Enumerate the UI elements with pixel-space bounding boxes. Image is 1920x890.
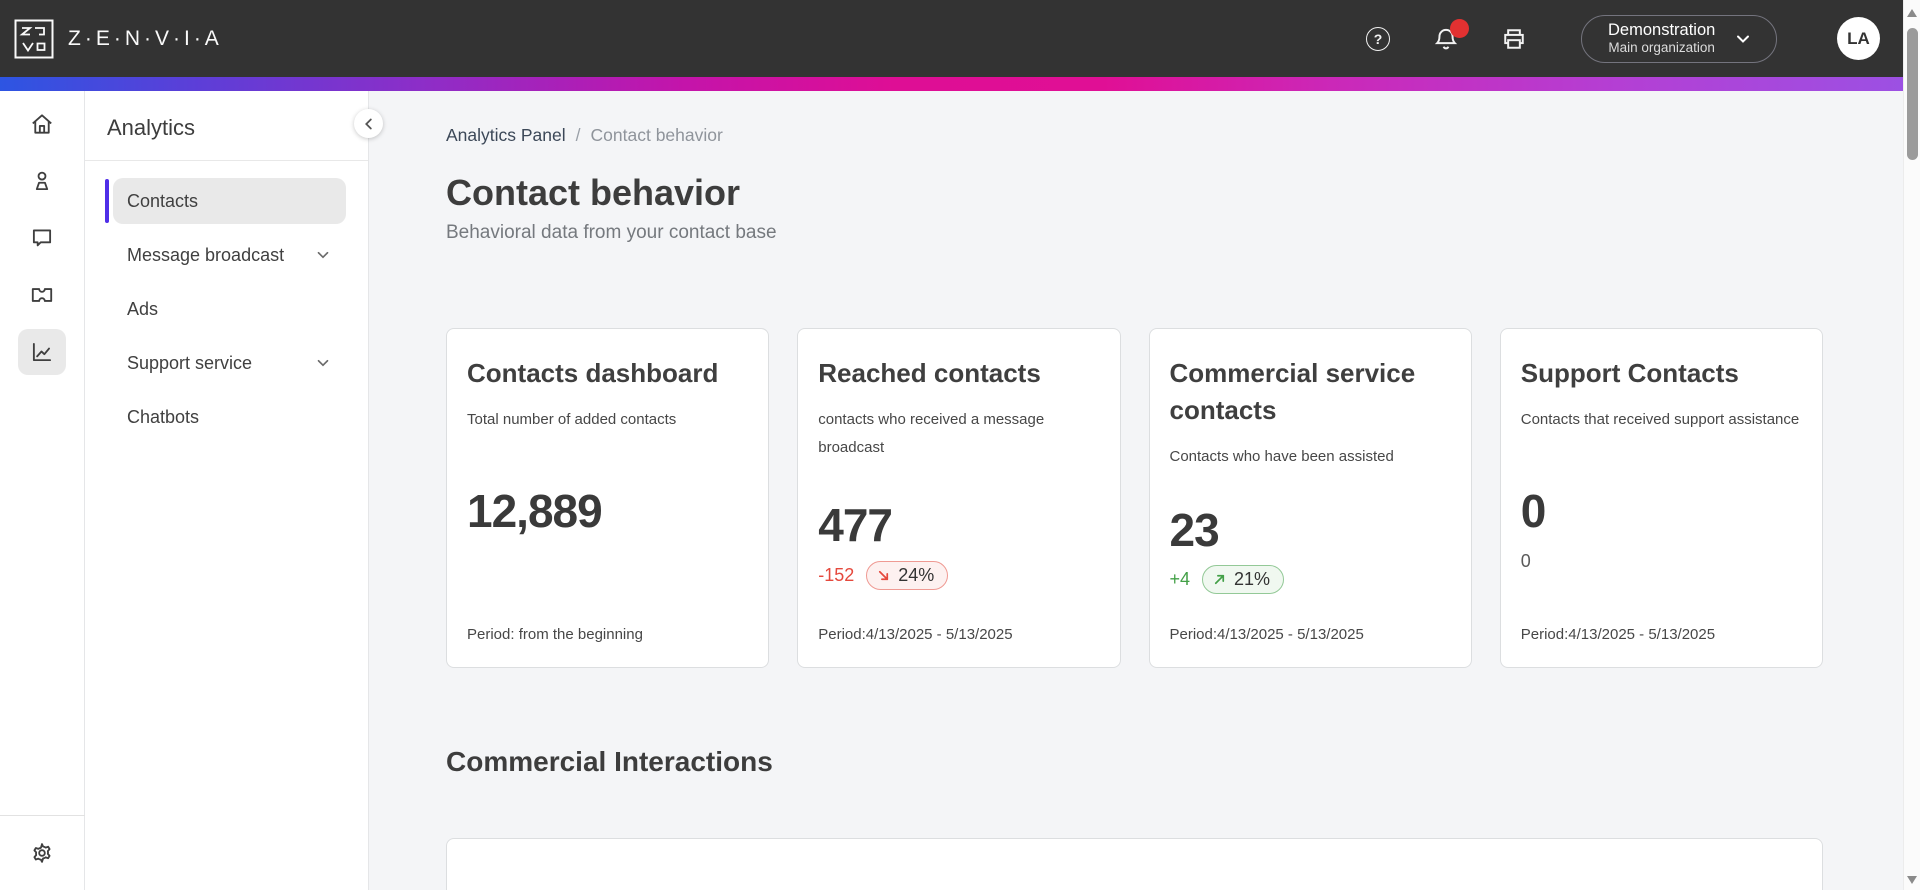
section-title-commercial-interactions: Commercial Interactions bbox=[446, 746, 773, 777]
chat-icon bbox=[32, 229, 52, 247]
arrow-down-right-icon bbox=[879, 570, 889, 581]
card-title: Contacts dashboard bbox=[467, 358, 719, 388]
analytics-menu: Contacts Message broadcast Ads Support s… bbox=[105, 178, 346, 440]
organization-name: Demonstration bbox=[1608, 20, 1716, 39]
printer-icon bbox=[1504, 28, 1524, 49]
scrollbar-down-arrow[interactable] bbox=[1907, 876, 1917, 884]
rail-item-contacts[interactable] bbox=[18, 158, 66, 204]
card-period: Period:4/13/2025 - 5/13/2025 bbox=[1169, 626, 1364, 643]
person-icon bbox=[35, 171, 49, 191]
scrollbar-thumb[interactable] bbox=[1907, 28, 1918, 160]
sidebar-item-message-broadcast[interactable]: Message broadcast bbox=[113, 232, 346, 278]
sidebar-item-ads[interactable]: Ads bbox=[113, 286, 346, 332]
sidebar-item-support-service[interactable]: Support service bbox=[113, 340, 346, 386]
sidebar-item-label: Ads bbox=[127, 298, 159, 319]
card-period: Period:4/13/2025 - 5/13/2025 bbox=[1520, 626, 1716, 643]
card-description: Total number of added contacts bbox=[467, 410, 677, 428]
card-value: 0 bbox=[1520, 485, 1547, 538]
rail-bottom-section bbox=[0, 815, 85, 890]
home-icon bbox=[32, 114, 52, 134]
trend-badge-up: 21% bbox=[1202, 565, 1285, 595]
badge-percent: 24% bbox=[898, 564, 935, 585]
card-delta-row: 0 bbox=[1521, 546, 1802, 576]
analytics-sidebar: Analytics Contacts Message broadcast Ads… bbox=[85, 91, 383, 890]
delta-value: 0 bbox=[1520, 550, 1531, 571]
organization-subtitle: Main organization bbox=[1608, 40, 1715, 56]
top-bar: Z·E·N·V·I·A ? bbox=[0, 0, 1920, 77]
rail-item-home[interactable] bbox=[18, 101, 66, 147]
card-title: Commercial service contacts bbox=[1169, 358, 1416, 425]
card-reached-contacts: Reached contacts contacts who received a… bbox=[797, 328, 1121, 668]
header-actions: ? Demonstration Main organiza bbox=[1361, 14, 1880, 63]
card-delta-row: -152 24% bbox=[818, 560, 1099, 590]
breadcrumb-current: Contact behavior bbox=[590, 125, 723, 145]
sidebar-item-chatbots[interactable]: Chatbots bbox=[113, 394, 346, 440]
scrollbar-up-arrow[interactable] bbox=[1907, 9, 1917, 17]
settings-button[interactable] bbox=[18, 830, 66, 876]
delta-value: -152 bbox=[818, 564, 855, 585]
card-title: Support Contacts bbox=[1520, 358, 1739, 388]
sidebar-collapse-button[interactable] bbox=[354, 109, 383, 138]
arrow-up-right-icon bbox=[1214, 575, 1225, 585]
breadcrumb: Analytics Panel / Contact behavior bbox=[446, 125, 1823, 146]
card-description: Contacts that received support assistanc… bbox=[1520, 410, 1800, 428]
icon-rail bbox=[0, 91, 85, 890]
organization-switcher[interactable]: Demonstration Main organization bbox=[1581, 14, 1777, 63]
breadcrumb-parent-link[interactable]: Analytics Panel bbox=[446, 125, 566, 145]
card-description: Contacts who have been assisted bbox=[1169, 447, 1394, 465]
chevron-down-icon bbox=[317, 359, 329, 367]
card-value: 12,889 bbox=[467, 485, 603, 538]
sidebar-divider bbox=[85, 160, 368, 161]
gear-icon bbox=[33, 843, 51, 863]
chevron-down-icon bbox=[317, 251, 329, 259]
card-description: contacts who received a message broadcas… bbox=[818, 410, 1045, 457]
user-avatar[interactable]: LA bbox=[1837, 17, 1880, 60]
ticket-icon bbox=[31, 288, 53, 302]
sidebar-item-label: Message broadcast bbox=[127, 244, 285, 265]
card-period: Period:4/13/2025 - 5/13/2025 bbox=[818, 626, 1013, 643]
card-commercial-service-contacts: Commercial service contacts Contacts who… bbox=[1148, 328, 1472, 668]
main-content: Analytics Panel / Contact behavior Conta… bbox=[369, 91, 1903, 890]
card-value: 477 bbox=[818, 499, 893, 552]
card-delta-row bbox=[467, 546, 748, 576]
help-icon: ? bbox=[1366, 26, 1390, 51]
commercial-interactions-card-partial bbox=[446, 838, 1823, 890]
kpi-cards-row: Contacts dashboard Total number of added… bbox=[446, 328, 1823, 668]
page-subtitle: Behavioral data from your contact base bbox=[446, 222, 777, 243]
rail-item-messages[interactable] bbox=[18, 215, 66, 261]
card-period: Period: from the beginning bbox=[467, 626, 643, 643]
breadcrumb-separator: / bbox=[575, 125, 581, 145]
rail-item-campaigns[interactable] bbox=[18, 272, 66, 318]
page-title: Contact behavior bbox=[446, 172, 741, 213]
trend-badge-down: 24% bbox=[866, 560, 949, 590]
organization-label: Demonstration Main organization bbox=[1608, 20, 1715, 58]
zenvia-logo-icon bbox=[14, 19, 54, 58]
card-title: Reached contacts bbox=[818, 358, 1041, 388]
sidebar-item-label: Chatbots bbox=[127, 406, 200, 427]
brand-wordmark: Z·E·N·V·I·A bbox=[68, 26, 223, 50]
help-button[interactable]: ? bbox=[1361, 22, 1395, 56]
card-contacts-dashboard: Contacts dashboard Total number of added… bbox=[446, 328, 770, 668]
print-button[interactable] bbox=[1497, 22, 1531, 56]
brand-gradient-bar bbox=[0, 77, 1903, 91]
notification-dot bbox=[1450, 18, 1469, 38]
badge-percent: 21% bbox=[1234, 569, 1271, 590]
zenvia-logo[interactable]: Z·E·N·V·I·A bbox=[14, 19, 223, 59]
chevron-left-icon bbox=[364, 118, 372, 129]
sidebar-item-contacts[interactable]: Contacts bbox=[105, 178, 346, 224]
card-delta-row: +4 21% bbox=[1170, 565, 1451, 595]
page-scrollbar[interactable] bbox=[1903, 0, 1920, 890]
sidebar-title: Analytics bbox=[107, 115, 196, 140]
delta-value: +4 bbox=[1169, 569, 1191, 590]
card-support-contacts: Support Contacts Contacts that received … bbox=[1499, 328, 1823, 668]
sidebar-item-label: Support service bbox=[127, 352, 253, 373]
chart-line-icon bbox=[32, 342, 52, 362]
rail-item-analytics[interactable] bbox=[18, 329, 66, 375]
chevron-down-icon bbox=[1737, 35, 1750, 43]
notifications-button[interactable] bbox=[1429, 18, 1469, 56]
card-value: 23 bbox=[1169, 503, 1220, 556]
sidebar-item-label: Contacts bbox=[127, 190, 199, 211]
